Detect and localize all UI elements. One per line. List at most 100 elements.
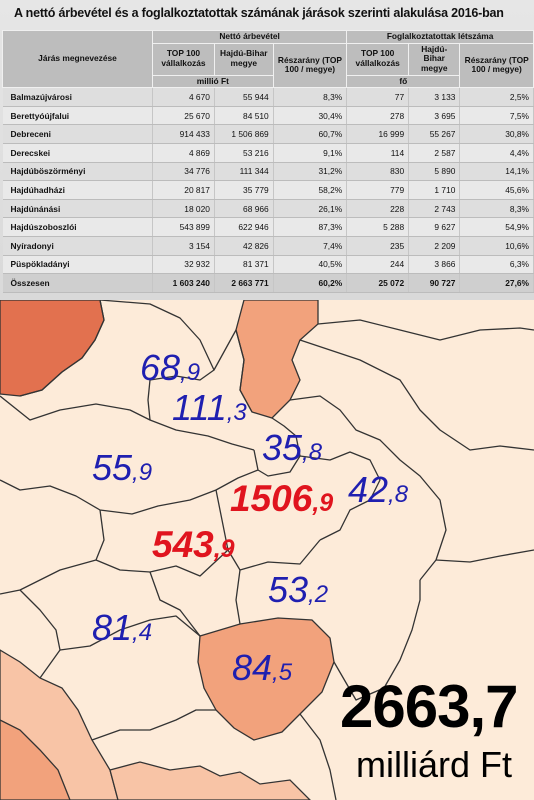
map-label-hajdunanasi: 68,9: [140, 350, 200, 386]
district-name-cell: Hajdúnánási: [2, 199, 153, 219]
value-cell-rev-top: 32 932: [152, 255, 215, 275]
value-cell-rev-share: 31,2%: [273, 162, 348, 182]
map-label-integer: 55: [92, 447, 133, 488]
map-label-decimal: ,9: [132, 459, 153, 486]
district-map: 68,9 111,3 35,8 55,9 1506,9 42,8 543,9 53,2 81,4…: [0, 300, 534, 800]
value-cell-rev-top: 1 603 240: [152, 273, 215, 293]
map-label-integer: 35: [262, 427, 303, 468]
value-cell-rev-share: 9,1%: [273, 143, 348, 163]
value-cell-rev-share: 40,5%: [273, 255, 348, 275]
header-unit-employment: fő: [346, 74, 461, 89]
value-cell-emp-county: 55 267: [408, 124, 461, 145]
map-label-decimal: ,2: [308, 581, 329, 608]
value-cell-emp-county: 3 866: [408, 255, 461, 275]
table-title: A nettó árbevétel és a foglalkoztatottak…: [14, 6, 504, 20]
map-label-decimal: ,9: [213, 535, 235, 563]
value-cell-rev-county: 55 944: [214, 87, 274, 107]
value-cell-rev-share: 30,4%: [273, 106, 348, 126]
map-label-integer: 53: [268, 569, 309, 610]
table-body: Balmazújvárosi 4 670 55 944 8,3% 77 3 133 2,5%…: [2, 87, 534, 293]
value-cell-emp-county: 2 209: [408, 236, 461, 256]
value-cell-emp-county: 3 133: [408, 87, 461, 107]
header-rev-share: Részarány (TOP 100 / megye): [272, 42, 348, 89]
value-cell-emp-share: 4,4%: [459, 143, 534, 163]
value-cell-rev-county: 84 510: [214, 106, 274, 126]
table-row: Püspökladányi 32 932 81 371 40,5% 244 3 866 6,…: [2, 255, 534, 275]
value-cell-rev-county: 53 216: [214, 143, 274, 163]
header-emp-top100: TOP 100 vállalkozás: [346, 42, 410, 76]
value-cell-emp-top: 5 288: [346, 217, 410, 238]
value-cell-emp-share: 6,3%: [459, 255, 534, 275]
district-name-cell: Berettyóújfalui: [2, 106, 153, 126]
neighbor-area-south: [109, 761, 311, 800]
value-cell-rev-top: 543 899: [152, 217, 215, 238]
district-name-cell: Püspökladányi: [2, 255, 153, 275]
table-row: Hajdúhadházi 20 817 35 779 58,2% 779 1 710 45,…: [2, 180, 534, 200]
header-revenue-group: Nettó árbevétel: [151, 30, 348, 44]
value-cell-emp-county: 3 695: [408, 106, 461, 126]
value-cell-emp-share: 45,6%: [459, 180, 534, 200]
value-cell-rev-top: 4 869: [152, 143, 215, 163]
value-cell-emp-share: 30,8%: [459, 124, 534, 145]
value-cell-emp-share: 54,9%: [459, 217, 534, 238]
map-label-nyiradonyi: 42,8: [348, 472, 408, 508]
table-row: Nyíradonyi 3 154 42 826 7,4% 235 2 209 10,6%: [2, 236, 534, 256]
value-cell-emp-top: 244: [346, 255, 410, 275]
map-label-derecskei: 53,2: [268, 572, 328, 608]
district-name-cell: Összesen: [2, 273, 153, 293]
map-label-decimal: ,8: [302, 439, 323, 466]
neighbor-area-sw: [0, 719, 71, 800]
value-cell-emp-county: 9 627: [408, 217, 461, 238]
map-label-decimal: ,5: [272, 659, 293, 686]
map-label-decimal: ,4: [132, 619, 153, 646]
table-row: Hajdúnánási 18 020 68 966 26,1% 228 2 743 8,3%: [2, 199, 534, 219]
value-cell-rev-county: 111 344: [214, 162, 274, 182]
value-cell-rev-county: 622 946: [214, 217, 274, 238]
map-label-decimal: ,8: [388, 481, 409, 508]
map-label-decimal: ,3: [226, 399, 247, 426]
district-name-cell: Hajdúhadházi: [2, 180, 153, 200]
map-label-integer: 84: [232, 647, 273, 688]
district-name-cell: Balmazújvárosi: [2, 87, 153, 107]
map-label-balmazujvarosi: 55,9: [92, 450, 152, 486]
value-cell-rev-county: 42 826: [214, 236, 274, 256]
value-cell-emp-share: 14,1%: [459, 162, 534, 182]
map-label-integer: 42: [348, 469, 389, 510]
total-unit: milliárd Ft: [356, 744, 513, 785]
table-row: Derecskei 4 869 53 216 9,1% 114 2 587 4,4%: [2, 143, 534, 163]
district-name-cell: Hajdúböszörményi: [2, 162, 153, 182]
map-svg: [0, 300, 534, 800]
value-cell-emp-county: 2 587: [408, 143, 461, 163]
value-cell-rev-share: 58,2%: [273, 180, 348, 200]
map-label-decimal: ,9: [180, 359, 201, 386]
map-label-integer: 111: [172, 387, 227, 428]
value-cell-emp-top: 779: [346, 180, 410, 200]
district-name-cell: Debreceni: [2, 124, 153, 145]
district-name-cell: Derecskei: [2, 143, 153, 163]
table-row: Berettyóújfalui 25 670 84 510 30,4% 278 3 695…: [2, 106, 534, 126]
data-table: Járás megnevezése Nettó árbevétel Foglal…: [2, 29, 534, 293]
county-area: [0, 300, 534, 800]
header-rev-top100: TOP 100 vállalkozás: [152, 42, 215, 76]
table-row: Összesen 1 603 240 2 663 771 60,2% 25 072 90 …: [2, 273, 534, 293]
header-district: Járás megnevezése: [2, 29, 153, 89]
value-cell-rev-share: 26,1%: [273, 199, 348, 219]
value-cell-rev-county: 2 663 771: [214, 273, 274, 293]
header-emp-share: Részarány (TOP 100 / megye): [459, 42, 534, 89]
value-cell-emp-top: 114: [346, 143, 410, 163]
value-cell-rev-county: 35 779: [214, 180, 274, 200]
total-value: 2663,7: [340, 673, 519, 740]
map-label-decimal: ,9: [312, 489, 334, 517]
header-unit-revenue: millió Ft: [152, 74, 274, 89]
value-cell-rev-county: 1 506 869: [214, 124, 274, 145]
table-row: Balmazújvárosi 4 670 55 944 8,3% 77 3 133 2,5%: [2, 87, 534, 107]
map-label-integer: 1506: [230, 478, 313, 519]
table-row: Debreceni 914 433 1 506 869 60,7% 16 999 55 2…: [2, 124, 534, 145]
map-label-hajduhadhazi: 35,8: [262, 430, 322, 466]
value-cell-emp-share: 7,5%: [459, 106, 534, 126]
value-cell-rev-top: 20 817: [152, 180, 215, 200]
value-cell-rev-county: 68 966: [214, 199, 274, 219]
value-cell-rev-share: 60,2%: [273, 273, 348, 293]
header-emp-county: Hajdú-Bihar megye: [408, 42, 461, 76]
map-label-hajduboszormenyi: 111,3: [172, 390, 247, 426]
